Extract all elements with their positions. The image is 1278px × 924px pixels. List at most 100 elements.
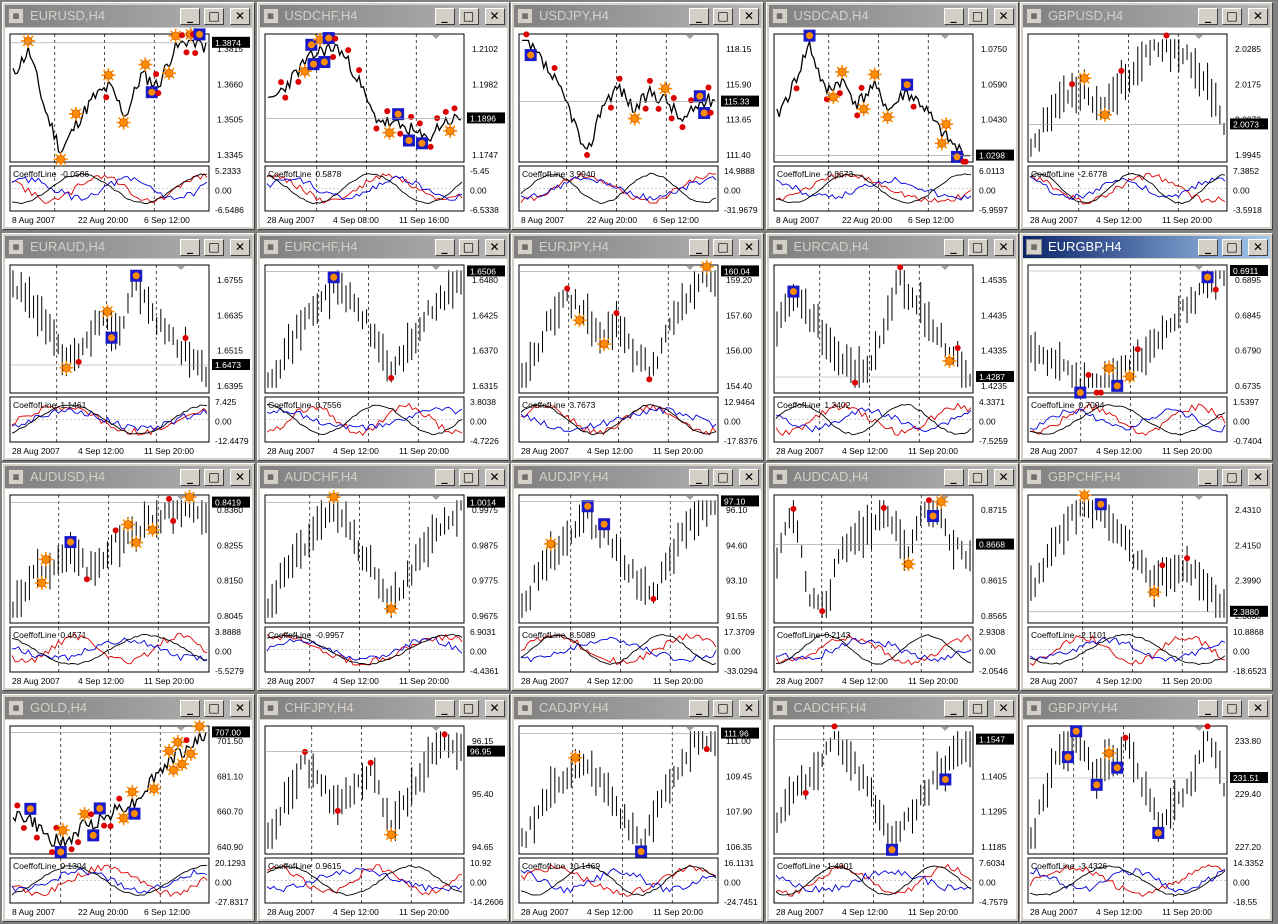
chart-window[interactable]: ▦ EURJPY,H4 _ □ ✕ 159.20 157.60 156.00 154.40 160…: [511, 232, 764, 461]
minimize-button[interactable]: _: [943, 8, 964, 25]
price-chart[interactable]: 1.07501.05901.04301.02701.0298CoeffofLin…: [769, 28, 1016, 227]
chart-window-icon[interactable]: ▦: [8, 699, 24, 716]
price-chart[interactable]: 111.00 109.45 107.90 106.35 111.96 CoeffofLin…: [514, 720, 761, 919]
chart-window-icon[interactable]: ▦: [262, 238, 279, 255]
close-button[interactable]: ✕: [993, 469, 1014, 486]
minimize-button[interactable]: _: [180, 699, 200, 717]
chart-window-icon[interactable]: ▦: [517, 8, 533, 24]
minimize-button[interactable]: _: [180, 469, 200, 486]
maximize-button[interactable]: □: [1222, 469, 1242, 486]
close-button[interactable]: ✕: [484, 8, 505, 25]
maximize-button[interactable]: □: [1222, 699, 1242, 717]
maximize-button[interactable]: □: [713, 699, 733, 717]
chart-window[interactable]: ▦GBPUSD,H4_□✕2.02852.01752.00731.99452.0…: [1020, 2, 1273, 230]
chart-window-icon[interactable]: ▦: [8, 238, 24, 255]
chart-window-icon[interactable]: ▦: [517, 469, 533, 485]
chart-window-icon[interactable]: ▦: [262, 699, 279, 716]
chart-window[interactable]: ▦USDCAD,H4_□✕1.07501.05901.04301.02701.0…: [765, 2, 1019, 230]
title-bar[interactable]: ▦ AUDCAD,H4 _ □ ✕: [768, 466, 1016, 488]
title-bar[interactable]: ▦ GBPJPY,H4 _ □ ✕: [1023, 696, 1270, 719]
maximize-button[interactable]: □: [1222, 238, 1242, 256]
maximize-button[interactable]: □: [713, 238, 733, 256]
chart-window[interactable]: ▦ EURUSD,H4 _ □ ✕ 1.3815 1.3660 1.3505 1.3345 1.3…: [2, 2, 255, 230]
shift-marker-icon[interactable]: [177, 265, 185, 270]
close-button[interactable]: ✕: [484, 469, 505, 486]
chart-window-icon[interactable]: ▦: [1026, 8, 1042, 24]
chart-window[interactable]: ▦ USDJPY,H4 _ □ ✕ 118.15 115.90 113.65 111.40 115…: [511, 2, 764, 230]
minimize-button[interactable]: _: [1198, 238, 1218, 256]
price-chart[interactable]: 159.20 157.60 156.00 154.40 160.04 CoeffofLin…: [514, 259, 761, 458]
chart-window[interactable]: ▦GBPCHF,H4_□✕2.43102.41502.39902.38302.3…: [1020, 463, 1273, 691]
chart-window[interactable]: ▦ EURAUD,H4 _ □ ✕ 1.6755 1.6635 1.6515 1.6395 1.6…: [2, 232, 255, 461]
maximize-button[interactable]: □: [1222, 8, 1242, 25]
chart-window-icon[interactable]: ▦: [771, 238, 788, 255]
title-bar[interactable]: ▦ USDCHF,H4 _ □ ✕: [259, 5, 507, 27]
close-button[interactable]: ✕: [993, 8, 1014, 25]
price-chart[interactable]: 1.21021.19821.18961.17471.1896CoeffofLin…: [260, 28, 507, 227]
chart-area[interactable]: 2.43102.41502.39902.38302.3880CoeffofLin…: [1023, 489, 1270, 688]
price-chart[interactable]: 701.50 681.10 660.70 640.90 707.00 CoeffofLin…: [5, 719, 252, 919]
close-button[interactable]: ✕: [1248, 469, 1268, 486]
minimize-button[interactable]: _: [434, 699, 455, 717]
shift-marker-icon[interactable]: [940, 35, 949, 39]
shift-marker-icon[interactable]: [686, 265, 694, 270]
shift-marker-icon[interactable]: [940, 265, 949, 270]
price-chart[interactable]: 1.6755 1.6635 1.6515 1.6395 1.6473 CoeffofLin…: [5, 259, 252, 458]
close-button[interactable]: ✕: [230, 8, 250, 25]
title-bar[interactable]: ▦ GOLD,H4 _ □ ✕: [5, 696, 252, 719]
chart-area[interactable]: 96.15 95.40 94.65 96.95 CoeffofLine 0.9615 10.…: [259, 719, 507, 919]
chart-area[interactable]: 1.07501.05901.04301.02701.0298CoeffofLin…: [768, 28, 1016, 227]
title-bar[interactable]: ▦ CADCHF,H4 _ □ ✕: [768, 696, 1016, 719]
chart-area[interactable]: 1.21021.19821.18961.17471.1896CoeffofLin…: [259, 28, 507, 227]
minimize-button[interactable]: _: [434, 238, 455, 256]
minimize-button[interactable]: _: [689, 469, 709, 486]
title-bar[interactable]: ▦ GBPCHF,H4 _ □ ✕: [1023, 466, 1270, 488]
shift-marker-icon[interactable]: [1195, 726, 1203, 731]
chart-area[interactable]: 2.02852.01752.00731.99452.0073CoeffofLin…: [1023, 28, 1270, 227]
minimize-button[interactable]: _: [1198, 699, 1218, 717]
chart-window-icon[interactable]: ▦: [262, 469, 279, 485]
chart-window[interactable]: ▦ AUDUSD,H4 _ □ ✕ 0.8360 0.8255 0.8150 0.8045 0.8…: [2, 463, 255, 691]
chart-window-icon[interactable]: ▦: [771, 8, 788, 24]
chart-area[interactable]: 118.15 115.90 113.65 111.40 115.33 CoeffofLin…: [514, 28, 761, 227]
title-bar[interactable]: ▦ AUDUSD,H4 _ □ ✕: [5, 466, 252, 488]
price-chart[interactable]: 0.6895 0.6845 0.6790 0.6735 0.6911 CoeffofLin…: [1023, 259, 1270, 458]
price-chart[interactable]: 1.3815 1.3660 1.3505 1.3345 1.3874 CoeffofLin…: [5, 28, 252, 227]
close-button[interactable]: ✕: [739, 8, 759, 25]
shift-marker-icon[interactable]: [686, 496, 694, 500]
price-chart[interactable]: 96.10 94.60 93.10 91.55 97.10 CoeffofLine 8.50…: [514, 489, 761, 688]
minimize-button[interactable]: _: [1198, 469, 1218, 486]
chart-area[interactable]: 233.80 229.40 227.20 231.51 CoeffofLine -3.43…: [1023, 719, 1270, 919]
chart-window[interactable]: ▦ EURCAD,H4 _ □ ✕ 1.4535 1.4435 1.4335 1.4235 1.4…: [765, 232, 1019, 461]
minimize-button[interactable]: _: [689, 238, 709, 256]
chart-window-icon[interactable]: ▦: [262, 8, 279, 24]
price-chart[interactable]: 118.15 115.90 113.65 111.40 115.33 CoeffofLin…: [514, 28, 761, 227]
close-button[interactable]: ✕: [993, 699, 1014, 717]
chart-window[interactable]: ▦ CADJPY,H4 _ □ ✕ 111.00 109.45 107.90 106.35 111…: [511, 693, 764, 922]
minimize-button[interactable]: _: [689, 699, 709, 717]
title-bar[interactable]: ▦ CHFJPY,H4 _ □ ✕: [259, 696, 507, 719]
maximize-button[interactable]: □: [713, 8, 733, 25]
title-bar[interactable]: ▦ GBPUSD,H4 _ □ ✕: [1023, 5, 1270, 27]
close-button[interactable]: ✕: [739, 699, 759, 717]
shift-marker-icon[interactable]: [686, 35, 694, 39]
maximize-button[interactable]: □: [967, 699, 988, 717]
chart-area[interactable]: 1.3815 1.3660 1.3505 1.3345 1.3874 CoeffofLin…: [5, 28, 252, 227]
chart-area[interactable]: 111.00 109.45 107.90 106.35 111.96 CoeffofLin…: [514, 719, 761, 919]
title-bar[interactable]: ▦ USDJPY,H4 _ □ ✕: [514, 5, 761, 27]
chart-area[interactable]: 1.6755 1.6635 1.6515 1.6395 1.6473 CoeffofLin…: [5, 258, 252, 458]
maximize-button[interactable]: □: [204, 238, 224, 256]
title-bar[interactable]: ▦ EURAUD,H4 _ □ ✕: [5, 235, 252, 258]
chart-window[interactable]: ▦ AUDJPY,H4 _ □ ✕ 96.10 94.60 93.10 91.55 97.10 Co…: [511, 463, 764, 691]
price-chart[interactable]: 0.9975 0.9875 0.9775 0.9675 1.0014 CoeffofLin…: [260, 489, 507, 688]
maximize-button[interactable]: □: [458, 699, 479, 717]
chart-window[interactable]: ▦ AUDCHF,H4 _ □ ✕ 0.9975 0.9875 0.9775 0.9675 1.0…: [256, 463, 510, 691]
chart-area[interactable]: 701.50 681.10 660.70 640.90 707.00 CoeffofLin…: [5, 719, 252, 919]
shift-marker-icon[interactable]: [431, 265, 440, 270]
maximize-button[interactable]: □: [967, 238, 988, 256]
minimize-button[interactable]: _: [1198, 8, 1218, 25]
close-button[interactable]: ✕: [1248, 8, 1268, 25]
maximize-button[interactable]: □: [458, 238, 479, 256]
close-button[interactable]: ✕: [484, 238, 505, 256]
chart-window[interactable]: ▦USDCHF,H4_□✕1.21021.19821.18961.17471.1…: [256, 2, 510, 230]
